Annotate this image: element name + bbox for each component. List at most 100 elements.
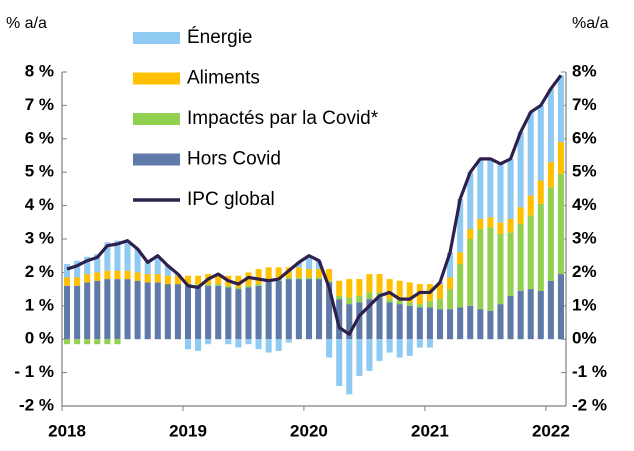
bar: [497, 163, 504, 223]
bar: [386, 302, 393, 340]
bar: [537, 290, 544, 340]
bar: [386, 279, 393, 300]
bar: [94, 272, 101, 281]
bar: [195, 275, 202, 285]
y2-tick-label: 3%: [572, 228, 597, 247]
y2-tick-label: -1 %: [572, 362, 607, 381]
bar: [336, 280, 343, 296]
legend-swatch: [133, 113, 180, 125]
bar: [265, 267, 272, 281]
bar: [447, 277, 454, 290]
bar: [336, 295, 343, 300]
bar: [477, 309, 484, 340]
bar: [114, 270, 121, 280]
bar: [104, 270, 111, 280]
bar: [275, 267, 282, 280]
bar: [184, 285, 192, 340]
bar: [507, 158, 514, 219]
bar: [215, 274, 222, 285]
bar: [416, 304, 423, 308]
bar: [84, 274, 91, 283]
bar: [356, 279, 363, 296]
bar: [517, 132, 524, 208]
bar: [124, 240, 131, 271]
y2-tick-label: 0%: [572, 329, 597, 348]
bar: [164, 284, 171, 340]
bar: [316, 277, 323, 280]
bar: [84, 339, 91, 345]
legend-label: IPC global: [187, 189, 275, 210]
bar: [255, 339, 262, 350]
bar: [326, 269, 333, 281]
bar: [275, 280, 282, 340]
y2-tick-label: 8%: [572, 61, 597, 80]
bar: [174, 284, 181, 340]
bar: [326, 339, 333, 358]
y-tick-label: 0 %: [25, 329, 54, 348]
bar: [275, 339, 282, 351]
bar: [305, 279, 312, 340]
bar: [245, 339, 252, 345]
bar: [537, 203, 544, 291]
bar: [386, 299, 393, 303]
bar: [305, 277, 312, 280]
bar: [144, 262, 151, 275]
y-tick-label: 5 %: [25, 162, 54, 181]
bar: [366, 292, 373, 300]
bar: [245, 287, 252, 340]
bar: [104, 339, 111, 345]
bar: [235, 287, 242, 290]
bar: [285, 277, 292, 280]
bar: [457, 307, 464, 340]
bar: [316, 269, 323, 278]
legend-label: Impactés par la Covid*: [187, 108, 379, 129]
bar: [346, 339, 353, 395]
bar: [406, 282, 413, 303]
bar: [497, 222, 504, 234]
y-tick-label: 4 %: [25, 195, 54, 214]
y2-tick-label: -2 %: [572, 395, 607, 414]
bar: [215, 284, 222, 286]
x-tick-label: 2021: [411, 421, 449, 440]
bar: [416, 307, 423, 340]
bar: [94, 280, 101, 340]
bar: [245, 285, 252, 288]
bar: [295, 262, 302, 268]
bar: [265, 282, 272, 340]
bar: [295, 279, 302, 340]
bar: [195, 285, 202, 340]
bar: [537, 105, 544, 181]
bar: [285, 339, 292, 343]
bar: [487, 310, 494, 340]
bar: [64, 339, 71, 345]
bar: [477, 158, 484, 219]
bar: [517, 223, 524, 291]
bar: [74, 339, 81, 345]
y2-tick-label: 5%: [572, 162, 597, 181]
bar: [174, 275, 181, 285]
bar: [64, 264, 71, 278]
bar: [396, 339, 403, 358]
bar: [487, 227, 494, 311]
bar: [154, 282, 161, 340]
bar: [356, 295, 363, 303]
bar: [467, 239, 474, 306]
bar: [134, 272, 141, 281]
bar: [517, 290, 524, 340]
bar: [336, 339, 343, 386]
bar: [184, 339, 192, 350]
bar: [467, 172, 474, 229]
y2-tick-label: 1%: [572, 295, 597, 314]
y-axis-label: % a/a: [6, 15, 47, 32]
legend-label: Aliments: [187, 68, 260, 89]
bar: [295, 277, 302, 280]
bar: [124, 279, 131, 340]
bar: [447, 309, 454, 340]
bar: [436, 309, 444, 340]
y-tick-label: 7 %: [25, 95, 54, 114]
bar: [305, 255, 312, 270]
bar: [295, 267, 302, 278]
bar: [356, 302, 363, 340]
legend-swatch: [133, 153, 180, 166]
bar: [225, 285, 232, 288]
